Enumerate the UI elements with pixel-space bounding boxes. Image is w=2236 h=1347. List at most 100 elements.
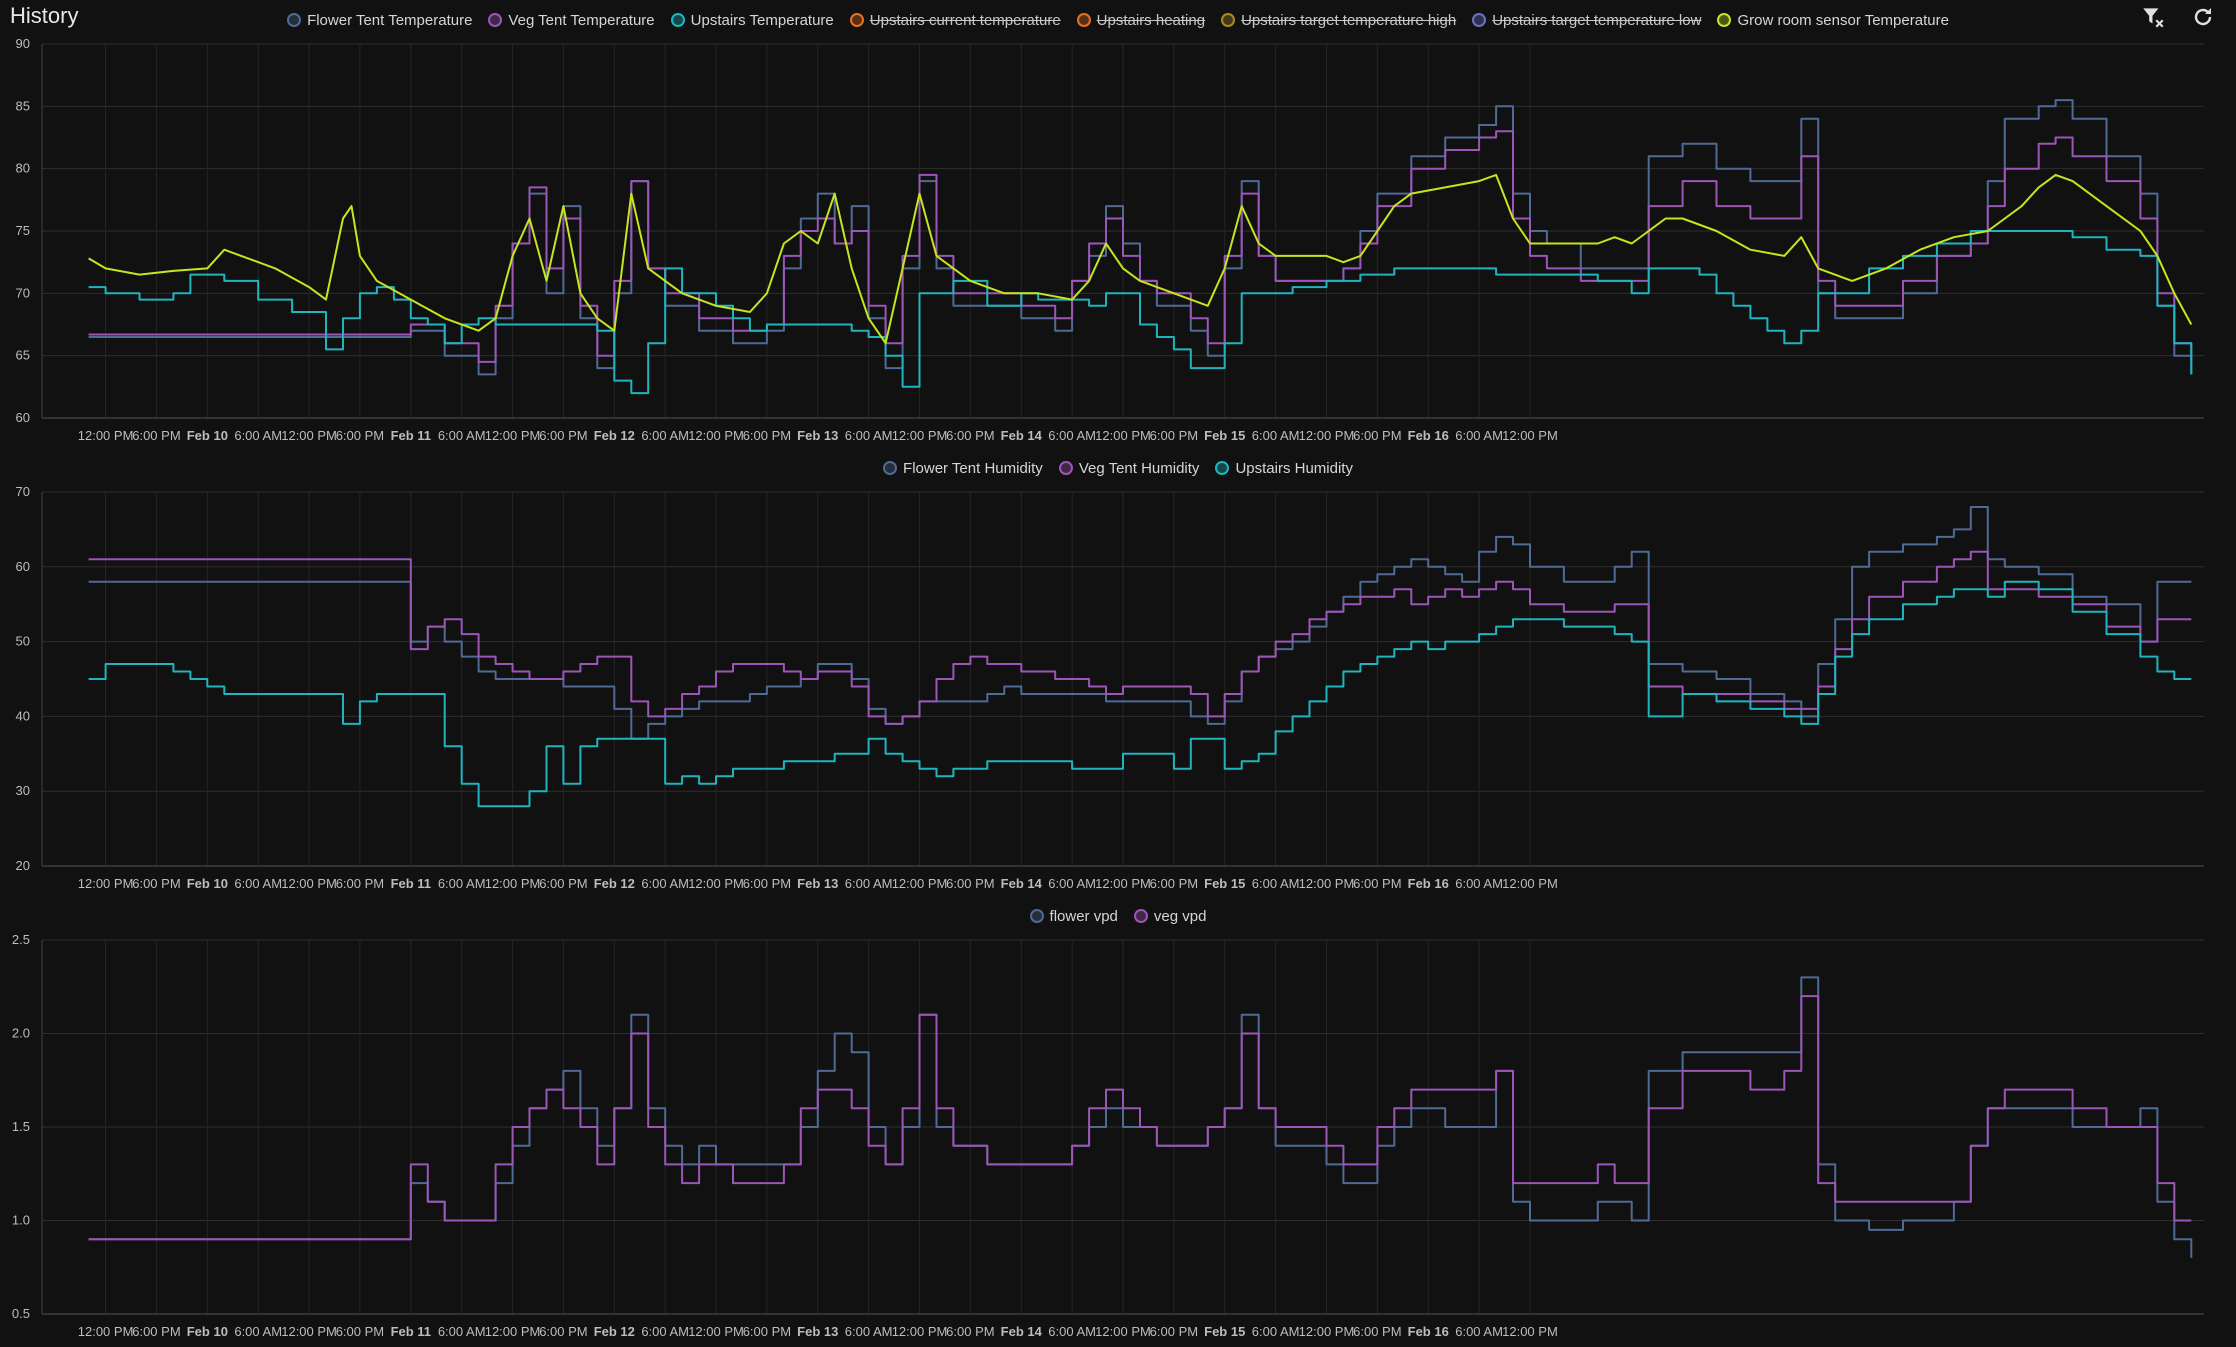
series-line[interactable] xyxy=(88,550,2192,725)
legend-item[interactable]: Flower Tent Humidity xyxy=(883,460,1043,477)
legend-swatch xyxy=(1133,909,1148,923)
x-tick-label: Feb 16 xyxy=(1408,428,1449,443)
legend-label: Upstairs Humidity xyxy=(1235,459,1353,477)
legend-label: Veg Tent Temperature xyxy=(508,11,655,29)
legend-swatch xyxy=(1215,461,1230,475)
x-tick-label: 6:00 AM xyxy=(438,1324,486,1339)
x-tick-label: 12:00 PM xyxy=(1095,1324,1151,1339)
x-tick-label: 12:00 PM xyxy=(485,876,541,891)
refresh-icon xyxy=(2194,8,2212,26)
y-tick-label: 60 xyxy=(16,559,30,574)
legend-label: Upstairs heating xyxy=(1096,11,1206,29)
vpd-legend: flower vpd veg vpd xyxy=(0,902,2236,930)
y-tick-label: 65 xyxy=(16,348,30,363)
x-tick-label: 6:00 PM xyxy=(1150,1324,1198,1339)
x-tick-label: 6:00 PM xyxy=(336,876,384,891)
temperature-legend: Flower Tent Temperature Veg Tent Temperat… xyxy=(0,6,2236,34)
x-tick-label: 6:00 AM xyxy=(845,876,893,891)
legend-item[interactable]: Veg Tent Temperature xyxy=(488,11,655,29)
legend-label: Upstairs target temperature high xyxy=(1241,11,1457,29)
legend-swatch xyxy=(1717,13,1732,27)
legend-item[interactable]: Upstairs heating xyxy=(1076,11,1206,29)
x-tick-label: 12:00 PM xyxy=(485,1324,541,1339)
y-tick-label: 1.5 xyxy=(12,1119,30,1134)
x-tick-label: 6:00 AM xyxy=(1252,1324,1300,1339)
legend-label: Upstairs current temperature xyxy=(869,11,1061,29)
legend-item[interactable]: Flower Tent Temperature xyxy=(287,12,472,29)
x-tick-label: Feb 15 xyxy=(1204,1324,1245,1339)
legend-label: Veg Tent Humidity xyxy=(1078,459,1200,477)
y-tick-label: 50 xyxy=(16,634,30,649)
x-tick-label: 6:00 AM xyxy=(438,428,486,443)
x-tick-label: 6:00 AM xyxy=(1252,876,1300,891)
legend-item[interactable]: Grow room sensor Temperature xyxy=(1717,11,1949,29)
x-tick-label: 6:00 PM xyxy=(336,1324,384,1339)
legend-item[interactable]: flower vpd xyxy=(1029,907,1118,925)
x-tick-label: 6:00 PM xyxy=(539,428,587,443)
x-tick-label: Feb 13 xyxy=(797,428,838,443)
series-line[interactable] xyxy=(88,506,2192,740)
x-tick-label: Feb 14 xyxy=(1001,876,1043,891)
y-tick-label: 2.5 xyxy=(12,932,30,947)
x-tick-label: Feb 10 xyxy=(187,428,228,443)
legend-swatch xyxy=(287,13,302,27)
x-tick-label: 6:00 PM xyxy=(539,1324,587,1339)
x-tick-label: 6:00 PM xyxy=(946,1324,994,1339)
x-tick-label: 6:00 AM xyxy=(1455,1324,1503,1339)
x-tick-label: 6:00 PM xyxy=(1150,876,1198,891)
x-tick-label: 12:00 PM xyxy=(1502,1324,1558,1339)
legend-label: Flower Tent Temperature xyxy=(307,11,473,29)
series-line[interactable] xyxy=(88,99,2193,376)
series-line[interactable] xyxy=(88,130,2193,363)
legend-item[interactable]: Upstairs Humidity xyxy=(1215,460,1353,477)
clear-filter-button[interactable] xyxy=(2136,2,2170,32)
x-tick-label: 12:00 PM xyxy=(78,876,134,891)
x-tick-label: 6:00 PM xyxy=(336,428,384,443)
legend-item[interactable]: Upstairs target temperature high xyxy=(1221,12,1456,29)
y-tick-label: 1.0 xyxy=(12,1213,30,1228)
x-tick-label: 6:00 AM xyxy=(234,428,282,443)
x-tick-label: Feb 13 xyxy=(797,876,838,891)
y-tick-label: 70 xyxy=(16,285,30,300)
legend-swatch xyxy=(1076,13,1091,27)
humidity-legend: Flower Tent Humidity Veg Tent Humidity Ups… xyxy=(0,454,2236,482)
x-tick-label: Feb 15 xyxy=(1204,428,1245,443)
legend-label: Grow room sensor Temperature xyxy=(1737,11,1949,29)
y-tick-label: 80 xyxy=(16,161,30,176)
legend-label: veg vpd xyxy=(1153,907,1207,925)
series-line[interactable] xyxy=(88,173,2193,345)
x-tick-label: Feb 10 xyxy=(187,876,228,891)
x-tick-label: Feb 11 xyxy=(391,876,431,891)
legend-item[interactable]: Upstairs target temperature low xyxy=(1472,12,1701,29)
legend-item[interactable]: Upstairs Temperature xyxy=(670,12,834,29)
y-tick-label: 90 xyxy=(16,36,30,51)
legend-label: flower vpd xyxy=(1049,907,1118,925)
legend-swatch xyxy=(1058,461,1073,475)
x-tick-label: 6:00 PM xyxy=(132,1324,180,1339)
x-tick-label: 6:00 PM xyxy=(743,428,791,443)
series-line[interactable] xyxy=(88,230,2193,395)
legend-label: Flower Tent Humidity xyxy=(903,459,1043,477)
x-tick-label: 6:00 AM xyxy=(1455,876,1503,891)
refresh-button[interactable] xyxy=(2186,2,2220,32)
legend-item[interactable]: Upstairs current temperature xyxy=(849,11,1061,29)
x-tick-label: 6:00 AM xyxy=(234,1324,282,1339)
x-tick-label: Feb 15 xyxy=(1204,876,1245,891)
y-tick-label: 20 xyxy=(16,858,30,873)
x-tick-label: 6:00 AM xyxy=(234,876,282,891)
legend-item[interactable]: Veg Tent Humidity xyxy=(1058,459,1200,477)
vpd-chart: 0.51.01.52.02.512:00 PM6:00 PM Feb 10 6:00… xyxy=(12,932,2204,1339)
series-line[interactable] xyxy=(88,580,2192,808)
x-tick-label: 12:00 PM xyxy=(892,876,948,891)
x-tick-label: Feb 14 xyxy=(1001,1324,1043,1339)
y-tick-label: 60 xyxy=(16,410,30,425)
x-tick-label: 12:00 PM xyxy=(281,876,337,891)
x-tick-label: 12:00 PM xyxy=(892,428,948,443)
x-tick-label: Feb 16 xyxy=(1408,876,1449,891)
header: History xyxy=(0,0,2236,36)
legend-item[interactable]: veg vpd xyxy=(1133,907,1207,925)
series-line[interactable] xyxy=(88,995,2192,1241)
legend-swatch xyxy=(1221,13,1236,27)
x-tick-label: Feb 13 xyxy=(797,1324,838,1339)
